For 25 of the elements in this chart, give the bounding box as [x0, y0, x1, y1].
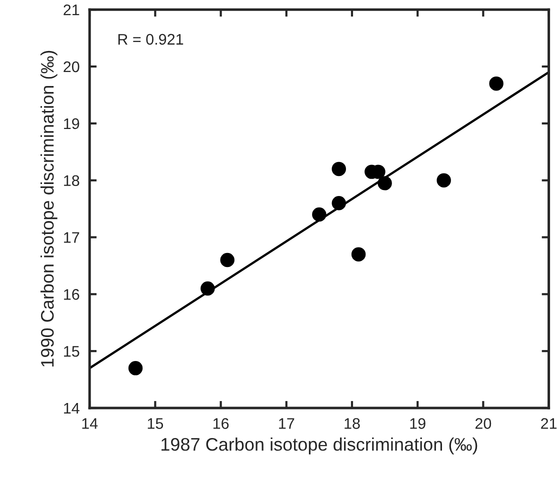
- x-tick-label: 15: [148, 418, 164, 429]
- y-axis-title: 1990 Carbon isotope discrimination (‰): [40, 50, 58, 366]
- annotation: R = 0.921: [118, 34, 184, 45]
- y-tick-label: 20: [64, 61, 80, 72]
- point: [436, 173, 451, 188]
- point: [332, 162, 346, 176]
- y-tick-label: 21: [64, 4, 80, 16]
- x-tick-label: 17: [279, 418, 294, 429]
- x-tick-label: 20: [475, 418, 492, 429]
- x-tick-label: 14: [82, 418, 98, 429]
- y-tick-label: 14: [64, 403, 80, 414]
- y-tick-label: 16: [64, 289, 80, 300]
- x-tick-label: 21: [541, 418, 557, 429]
- y-tick-label: 18: [64, 175, 80, 186]
- point: [489, 76, 504, 91]
- x-axis-title: 1987 Carbon isotope discrimination (‰): [162, 438, 478, 454]
- x-tick-label: 19: [410, 418, 426, 429]
- y-tick-label: 17: [64, 232, 80, 243]
- point: [351, 247, 366, 262]
- point: [220, 252, 234, 268]
- x-tick-label: 18: [344, 418, 360, 429]
- x-tick-label: 16: [213, 418, 229, 429]
- y-tick-label: 19: [64, 118, 80, 130]
- point: [128, 361, 143, 376]
- y-tick-label: 15: [64, 346, 80, 357]
